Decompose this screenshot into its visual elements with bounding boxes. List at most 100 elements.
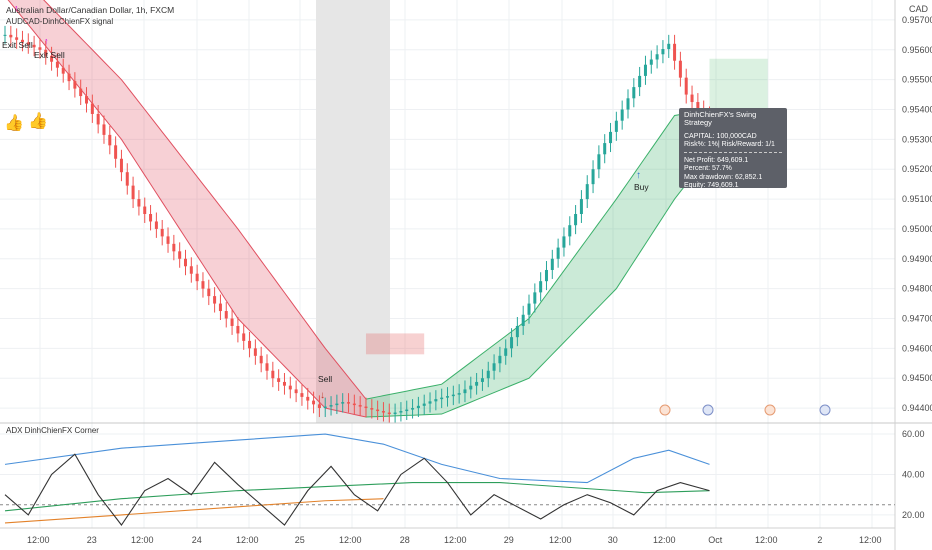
candle-body — [416, 405, 420, 409]
candle-body — [562, 236, 566, 248]
candle-body — [527, 303, 531, 315]
candle-body — [26, 42, 30, 45]
candle-body — [556, 247, 560, 259]
time-axis: 12:00 23 12:00 24 12:00 25 12:00 28 12:00 29 12:00… — [27, 535, 882, 545]
adx-axis: 60.00 40.00 20.00 — [902, 429, 925, 520]
time-tick: 12:00 — [549, 535, 572, 545]
candle-body — [85, 96, 89, 104]
candle-body — [108, 134, 112, 146]
sell-arrow-icon: ↓ — [320, 390, 325, 401]
candle-body — [172, 243, 176, 252]
strategy-net-profit: Net Profit: 649,609.1 — [684, 157, 749, 165]
candle-body — [213, 296, 217, 304]
price-tick: 0.95100 — [902, 194, 932, 204]
candle-body — [236, 325, 240, 334]
candle-body — [661, 49, 665, 55]
time-tick: 12:00 — [27, 535, 50, 545]
candle-body — [300, 393, 304, 397]
candle-body — [154, 221, 158, 229]
buy-marker: ↑ Buy — [634, 170, 649, 192]
candle-body — [515, 325, 519, 338]
candle-body — [282, 381, 286, 386]
candle-body — [265, 363, 269, 371]
buy-arrow-icon: ↑ — [636, 170, 641, 181]
thumbs-up-icon: 👍 — [28, 111, 48, 130]
candle-body — [376, 409, 380, 412]
price-axis: 0.95700 0.95600 0.95500 0.95400 0.95300 0.952… — [902, 15, 932, 413]
adx-line — [4, 498, 384, 524]
flag-icon — [659, 404, 671, 416]
candle-body — [137, 199, 141, 207]
candle-body — [696, 102, 700, 110]
candle-body — [387, 412, 391, 415]
candle-body — [597, 154, 601, 170]
candle-body — [329, 405, 333, 407]
buy-label: Buy — [634, 182, 649, 192]
candle-body — [230, 318, 234, 326]
event-flags — [659, 404, 831, 416]
candle-body — [440, 397, 444, 400]
candle-body — [411, 408, 415, 410]
time-tick: 12:00 — [653, 535, 676, 545]
price-tick: 0.94600 — [902, 343, 932, 353]
candle-body — [451, 394, 455, 397]
candle-body — [306, 396, 310, 401]
candle-body — [294, 389, 298, 394]
candle-body — [446, 396, 449, 398]
candle-body — [626, 98, 630, 110]
candle-body — [32, 44, 36, 48]
strategy-drawdown: Max drawdown: 62,852.1 — [684, 173, 763, 181]
candle-body — [323, 406, 327, 409]
time-tick: 30 — [608, 535, 618, 545]
candle-body — [632, 87, 636, 99]
time-tick: 12:00 — [444, 535, 467, 545]
exit-sell-arrow-icon: ↑ — [14, 3, 19, 13]
candle-body — [486, 370, 490, 379]
candle-body — [44, 49, 48, 56]
candle-body — [189, 266, 193, 274]
candle-body — [288, 385, 292, 390]
trade-stop-zone — [365, 333, 425, 355]
strategy-title: DinhChienFX's Swing Strategy — [684, 110, 757, 128]
candle-body — [463, 389, 467, 394]
candle-body — [160, 228, 164, 237]
symbol-title: Australian Dollar/Canadian Dollar, 1h, F… — [6, 5, 175, 15]
candle-body — [399, 411, 403, 413]
candle-body — [405, 409, 409, 412]
candle-body — [492, 363, 496, 371]
strategy-percent: Percent: 57.7% — [684, 165, 732, 173]
flag-icon — [702, 404, 714, 416]
time-tick: Oct — [708, 535, 723, 545]
exit-sell-label-2: Exit Sell — [34, 50, 65, 60]
candle-body — [655, 54, 659, 60]
candle-body — [469, 385, 473, 390]
candle-body — [521, 314, 525, 326]
time-tick: 12:00 — [859, 535, 882, 545]
candle-body — [312, 400, 316, 405]
candle-body — [341, 402, 345, 404]
candle-body — [381, 411, 385, 413]
candle-body — [55, 61, 59, 68]
candle-body — [119, 158, 123, 173]
candle-body — [15, 37, 19, 40]
candle-body — [102, 124, 106, 135]
strategy-capital: CAPITAL: 100,000CAD — [684, 133, 757, 141]
candle-body — [510, 337, 514, 349]
price-tick: 0.95200 — [902, 164, 932, 174]
exit-sell-marker-2: ↑ Exit Sell — [34, 36, 65, 60]
time-tick: 23 — [87, 535, 97, 545]
time-tick: 29 — [504, 535, 514, 545]
candles — [3, 25, 712, 423]
strategy-equity: Equity: 749,609.1 — [684, 181, 739, 189]
candle-body — [277, 378, 281, 382]
time-tick: 12:00 — [755, 535, 778, 545]
candle-body — [352, 403, 356, 406]
adx-lines — [0, 433, 895, 526]
candle-body — [3, 34, 7, 36]
lower-panel-title: ADX DinhChienFX Corner — [6, 426, 99, 435]
candle-body — [50, 55, 54, 62]
candle-body — [428, 401, 432, 404]
candle-body — [96, 113, 100, 125]
price-tick: 0.95300 — [902, 134, 932, 144]
